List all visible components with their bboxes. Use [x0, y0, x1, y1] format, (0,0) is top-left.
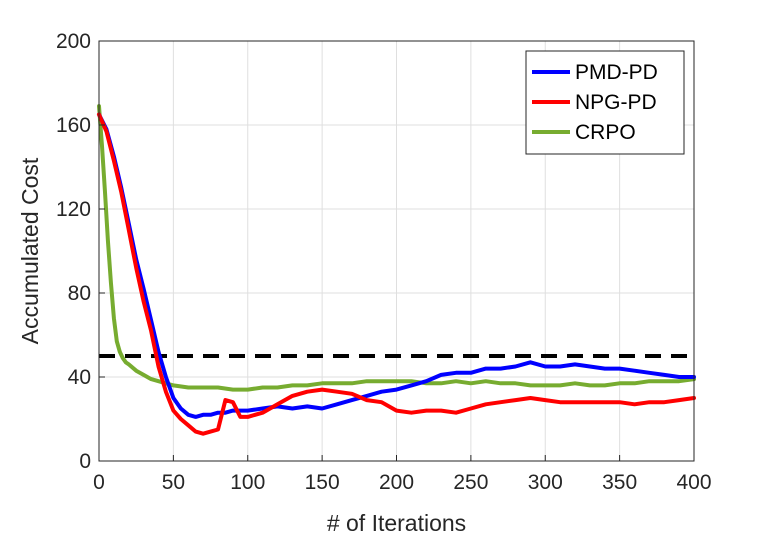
legend: PMD-PD NPG-PD CRPO	[525, 50, 685, 155]
x-tick-label: 300	[528, 471, 563, 494]
x-tick-label: 0	[93, 471, 105, 494]
x-tick-label: 400	[676, 471, 711, 494]
y-tick-label: 200	[56, 30, 91, 53]
x-tick-label: 150	[305, 471, 340, 494]
x-tick-label: 200	[379, 471, 414, 494]
series-line-pmd-pd	[97, 112, 696, 419]
x-tick-label: 250	[453, 471, 488, 494]
series-layer	[97, 104, 696, 436]
legend-label-pmd-pd: PMD-PD	[575, 61, 658, 84]
legend-label-npg-pd: NPG-PD	[575, 91, 657, 114]
y-tick-label: 40	[68, 366, 91, 389]
y-tick-label: 0	[79, 450, 91, 473]
x-axis-label: # of Iterations	[327, 510, 466, 536]
ticks: 0 50 100 150 200 250 300 350 400 0 40 80 120 160 200	[56, 30, 712, 494]
x-tick-label: 50	[162, 471, 185, 494]
y-tick-label: 80	[68, 282, 91, 305]
legend-label-crpo: CRPO	[575, 121, 636, 144]
x-tick-label: 100	[230, 471, 265, 494]
series-line-crpo	[97, 104, 696, 392]
y-tick-label: 120	[56, 198, 91, 221]
y-tick-label: 160	[56, 114, 91, 137]
x-tick-label: 350	[602, 471, 637, 494]
y-axis-label: Accumulated Cost	[17, 157, 43, 344]
series-line-npg-pd	[97, 112, 696, 436]
